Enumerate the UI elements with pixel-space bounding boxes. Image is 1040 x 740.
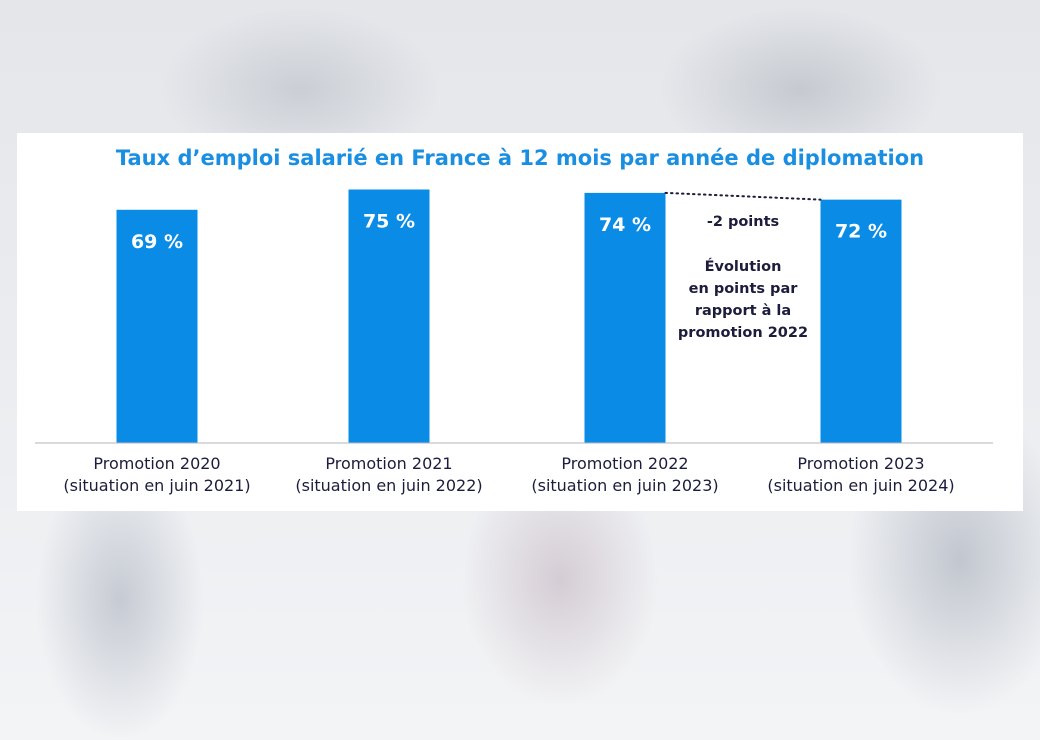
category-label-2-0: Promotion 2022: [561, 454, 688, 473]
annotation-headline: -2 points: [707, 214, 779, 230]
bar-1: [348, 189, 430, 443]
category-label-2-1: (situation en juin 2023): [531, 476, 718, 495]
annotation-line-3: promotion 2022: [678, 325, 808, 341]
data-label-3: 72 %: [835, 221, 887, 243]
category-label-1-0: Promotion 2021: [325, 454, 452, 473]
annotation-line-2: rapport à la: [695, 303, 791, 319]
category-label-3-0: Promotion 2023: [797, 454, 924, 473]
annotation-line-0: Évolution: [705, 258, 782, 275]
annotation-line-1: en points par: [689, 281, 799, 297]
bar-2: [584, 192, 666, 443]
category-label-0-1: (situation en juin 2021): [63, 476, 250, 495]
bar-0: [116, 209, 198, 443]
category-label-0-0: Promotion 2020: [93, 454, 220, 473]
bar-3: [820, 199, 902, 443]
data-label-2: 74 %: [599, 214, 651, 236]
chart-title: Taux d’emploi salarié en France à 12 moi…: [115, 146, 925, 170]
data-label-0: 69 %: [131, 231, 183, 253]
comparison-dotted-line: [664, 191, 822, 201]
data-label-1: 75 %: [363, 211, 415, 233]
category-label-3-1: (situation en juin 2024): [767, 476, 954, 495]
category-label-1-1: (situation en juin 2022): [295, 476, 482, 495]
